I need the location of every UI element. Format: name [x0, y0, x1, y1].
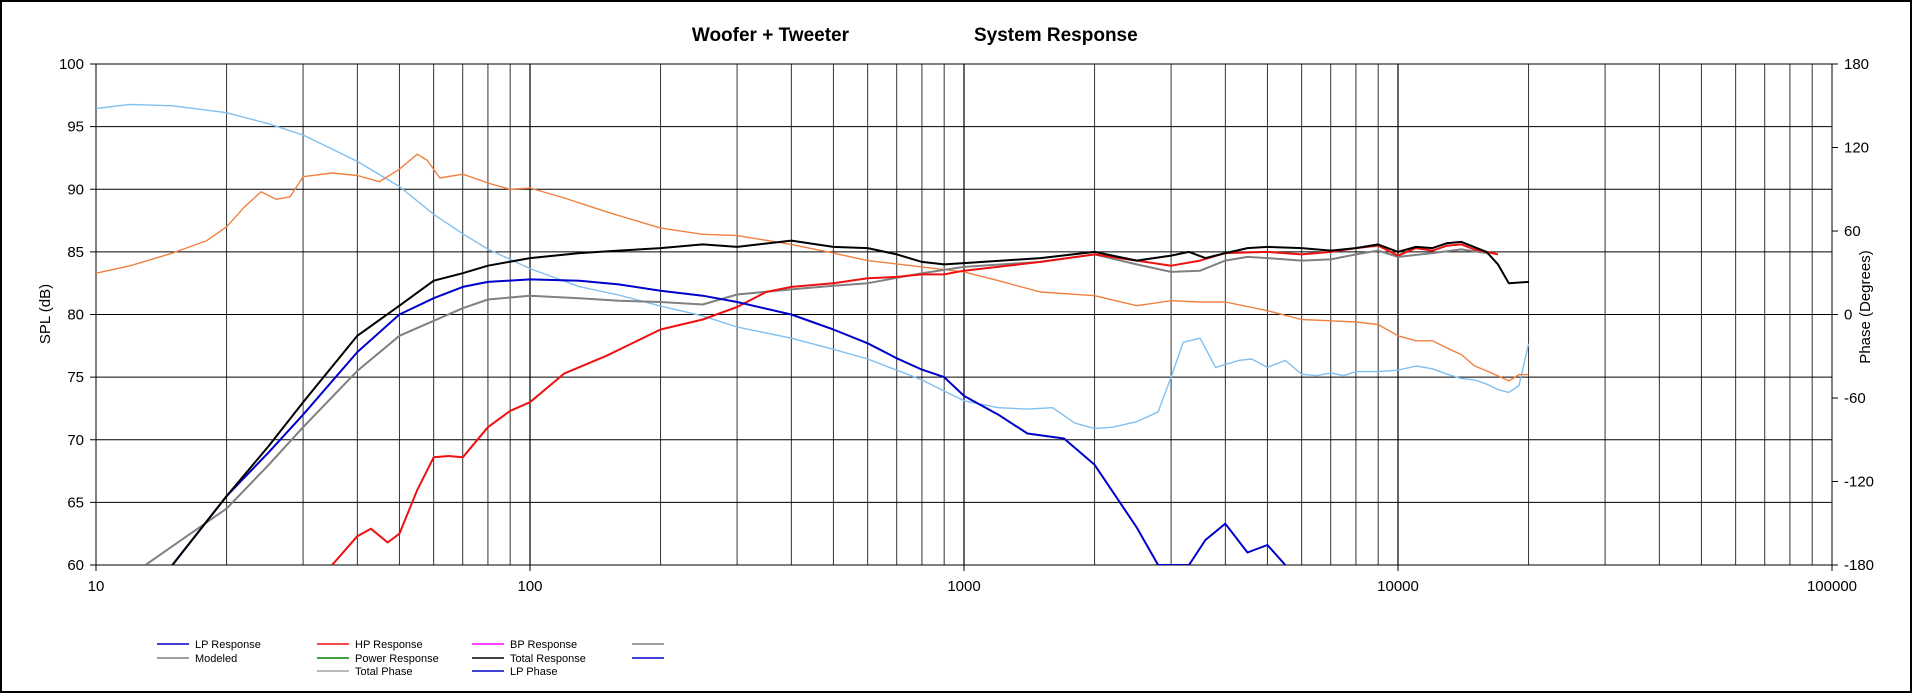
series-line-modeled [144, 248, 1487, 565]
tick-layer: 10 100 1000 10000 100000 100 95 90 85 80 75 70 65 60 1… [59, 56, 1874, 595]
y2-tick-label: -120 [1844, 474, 1874, 491]
legend-label: LP Response [195, 639, 261, 651]
chart-title-left: Woofer + Tweeter [692, 25, 850, 46]
legend-label: LP Phase [510, 666, 558, 678]
legend-label: Total Phase [355, 666, 412, 678]
series-line-total-response [171, 239, 1529, 565]
legend: LP Response HP Response BP Response Modeled… [157, 639, 664, 678]
x-tick-label: 10000 [1377, 578, 1419, 595]
y-tick-label: 80 [67, 307, 84, 324]
y-tick-label: 100 [59, 56, 84, 73]
x-tick-label: 10 [88, 578, 105, 595]
y-tick-label: 75 [67, 369, 84, 386]
legend-label: Modeled [195, 653, 237, 665]
y2-tick-label: 180 [1844, 56, 1869, 73]
y-tick-label: 85 [67, 244, 84, 261]
legend-label: HP Response [355, 639, 423, 651]
y-tick-label: 60 [67, 557, 84, 574]
x-tick-label: 1000 [947, 578, 980, 595]
y2-axis-title: Phase (Degrees) [1857, 250, 1874, 363]
y-tick-label: 90 [67, 181, 84, 198]
grid-layer [95, 63, 1833, 566]
series-line-lp-response [171, 278, 1287, 565]
y-axis-title: SPL (dB) [37, 284, 54, 344]
y2-tick-label: 60 [1844, 223, 1861, 240]
series-layer [96, 103, 1530, 565]
y2-tick-label: 0 [1844, 307, 1852, 324]
legend-label: BP Response [510, 639, 577, 651]
y-tick-label: 95 [67, 119, 84, 136]
y-tick-label: 65 [67, 494, 84, 511]
x-tick-label: 100000 [1807, 578, 1857, 595]
series-line-woofer-spl-orange [96, 153, 1529, 382]
legend-label: Power Response [355, 653, 439, 665]
y2-tick-label: -180 [1844, 557, 1874, 574]
series-line-hp-response [331, 243, 1499, 565]
legend-label: Total Response [510, 653, 586, 665]
y2-tick-label: 120 [1844, 140, 1869, 157]
y-tick-label: 70 [67, 432, 84, 449]
y2-tick-label: -60 [1844, 390, 1866, 407]
series-line-phase-light-blue [96, 103, 1530, 430]
chart-title-right: System Response [974, 25, 1138, 46]
x-tick-label: 100 [517, 578, 542, 595]
